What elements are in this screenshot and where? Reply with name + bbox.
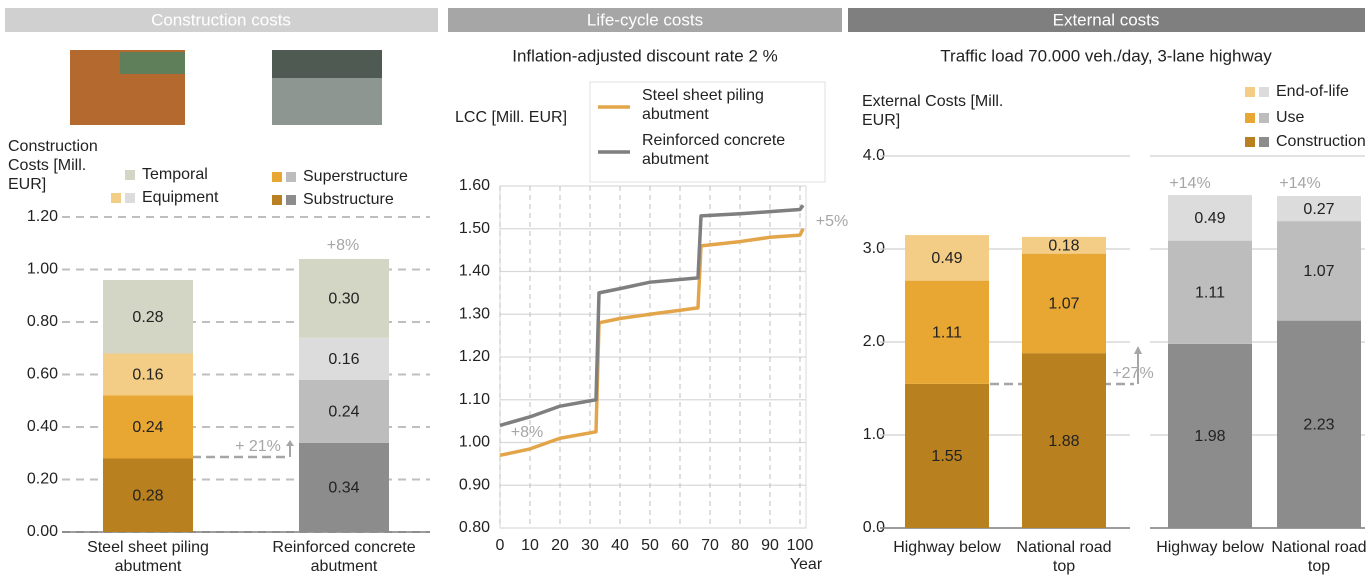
legend-swatch <box>272 195 282 205</box>
y-tick-label: 1.00 <box>459 434 490 451</box>
x-tick-label: Steel sheet piling abutment <box>63 538 233 576</box>
panel-title: Construction costs <box>151 10 291 29</box>
value-label: 0.16 <box>328 351 359 368</box>
legend-swatch <box>111 193 121 203</box>
x-tick-label: 70 <box>701 537 719 554</box>
y-axis-label: External Costs [Mill. EUR] <box>862 92 1032 130</box>
x-tick-label: 80 <box>731 537 749 554</box>
subtitle: Traffic load 70.000 veh./day, 3-lane hig… <box>940 46 1272 65</box>
photo-detail <box>272 50 382 78</box>
y-tick-label: 0.00 <box>27 523 58 540</box>
legend-swatch <box>125 193 135 203</box>
x-tick-label: Highway below <box>892 538 1002 557</box>
value-label: 2.23 <box>1303 417 1334 434</box>
x-tick-label: 40 <box>611 537 629 554</box>
annotation: + 21% <box>235 438 281 455</box>
panel-title: External costs <box>1053 10 1160 29</box>
x-tick-label: 50 <box>641 537 659 554</box>
legend-swatch <box>272 172 282 182</box>
subtitle: Inflation-adjusted discount rate 2 % <box>512 46 778 65</box>
x-tick-label: National road top <box>1264 538 1368 576</box>
y-axis-label: Construction Costs [Mill. EUR] <box>8 137 118 194</box>
x-tick-label: 10 <box>521 537 539 554</box>
panel-title: Life-cycle costs <box>587 10 703 29</box>
legend-swatch <box>125 170 135 180</box>
annotation: +8% <box>327 237 359 254</box>
value-label: 0.49 <box>1194 210 1225 227</box>
x-axis-label: Year <box>790 556 823 573</box>
x-tick-label: Reinforced concrete abutment <box>259 538 429 576</box>
value-label: 0.28 <box>132 487 163 504</box>
value-label: 1.07 <box>1048 296 1079 313</box>
value-label: 1.55 <box>931 448 962 465</box>
value-label: 0.30 <box>328 291 359 308</box>
y-tick-label: 1.30 <box>459 305 490 322</box>
y-tick-label: 1.00 <box>27 261 58 278</box>
x-tick-label: 90 <box>761 537 779 554</box>
x-tick-label: 60 <box>671 537 689 554</box>
value-label: 0.34 <box>328 480 359 497</box>
legend-label: Temporal <box>142 166 208 183</box>
x-tick-label: 20 <box>551 537 569 554</box>
x-tick-label: 0 <box>496 537 505 554</box>
value-label: 0.24 <box>132 419 163 436</box>
legend-label: Reinforced concrete abutment <box>642 131 822 169</box>
legend-swatch <box>1245 87 1255 97</box>
value-label: 0.16 <box>132 367 163 384</box>
y-axis-label: LCC [Mill. EUR] <box>455 108 575 127</box>
page: Construction costs 0.00 0.20 0.40 0.60 0.80 1.… <box>0 0 1368 577</box>
y-tick-label: 0.20 <box>27 471 58 488</box>
legend-swatch <box>286 172 296 182</box>
annotation: +14% <box>1169 175 1210 192</box>
arrow-head <box>286 440 294 446</box>
value-label: 0.49 <box>931 250 962 267</box>
y-tick-label: 0.90 <box>459 476 490 493</box>
x-tick-label: 30 <box>581 537 599 554</box>
value-label: 0.28 <box>132 309 163 326</box>
y-tick-label: 1.20 <box>459 348 490 365</box>
value-label: 1.88 <box>1048 433 1079 450</box>
legend-label: Superstructure <box>303 168 408 185</box>
legend-label: Steel sheet piling abutment <box>642 86 822 124</box>
y-tick-label: 1.10 <box>459 391 490 408</box>
legend-swatch <box>1245 113 1255 123</box>
legend-label: Construction <box>1276 133 1366 150</box>
legend-swatch <box>1259 137 1269 147</box>
value-label: 1.11 <box>932 324 962 341</box>
annotation: +14% <box>1279 175 1320 192</box>
value-label: 0.27 <box>1303 201 1334 218</box>
annotation: +27% <box>1112 365 1153 382</box>
legend-swatch <box>1259 113 1269 123</box>
legend-swatch <box>286 195 296 205</box>
legend-label: End-of-life <box>1276 83 1349 100</box>
y-tick-label: 1.40 <box>459 263 490 280</box>
x-tick-label: National road top <box>1009 538 1119 576</box>
y-tick-label: 0.60 <box>27 366 58 383</box>
y-tick-label: 1.20 <box>27 208 58 225</box>
photo-detail <box>120 52 185 74</box>
annotation: +8% <box>511 424 543 441</box>
y-tick-label: 0.40 <box>27 418 58 435</box>
arrow-head <box>1134 346 1142 354</box>
value-label: 0.18 <box>1048 237 1079 254</box>
y-tick-label: 1.50 <box>459 220 490 237</box>
legend-swatch <box>1259 87 1269 97</box>
legend-label: Substructure <box>303 191 394 208</box>
value-label: 1.98 <box>1194 428 1225 445</box>
x-tick-label: Highway below <box>1155 538 1265 557</box>
y-tick-label: 0.80 <box>27 313 58 330</box>
legend-swatch <box>1245 137 1255 147</box>
legend-label: Equipment <box>142 189 219 206</box>
y-tick-label: 0.80 <box>459 519 490 536</box>
value-label: 1.11 <box>1195 284 1225 301</box>
x-tick-label: 100 <box>787 537 814 554</box>
legend-label: Use <box>1276 109 1305 126</box>
value-label: 1.07 <box>1303 263 1334 280</box>
y-tick-label: 1.60 <box>459 177 490 194</box>
value-label: 0.24 <box>328 403 359 420</box>
annotation: +5% <box>816 213 848 230</box>
